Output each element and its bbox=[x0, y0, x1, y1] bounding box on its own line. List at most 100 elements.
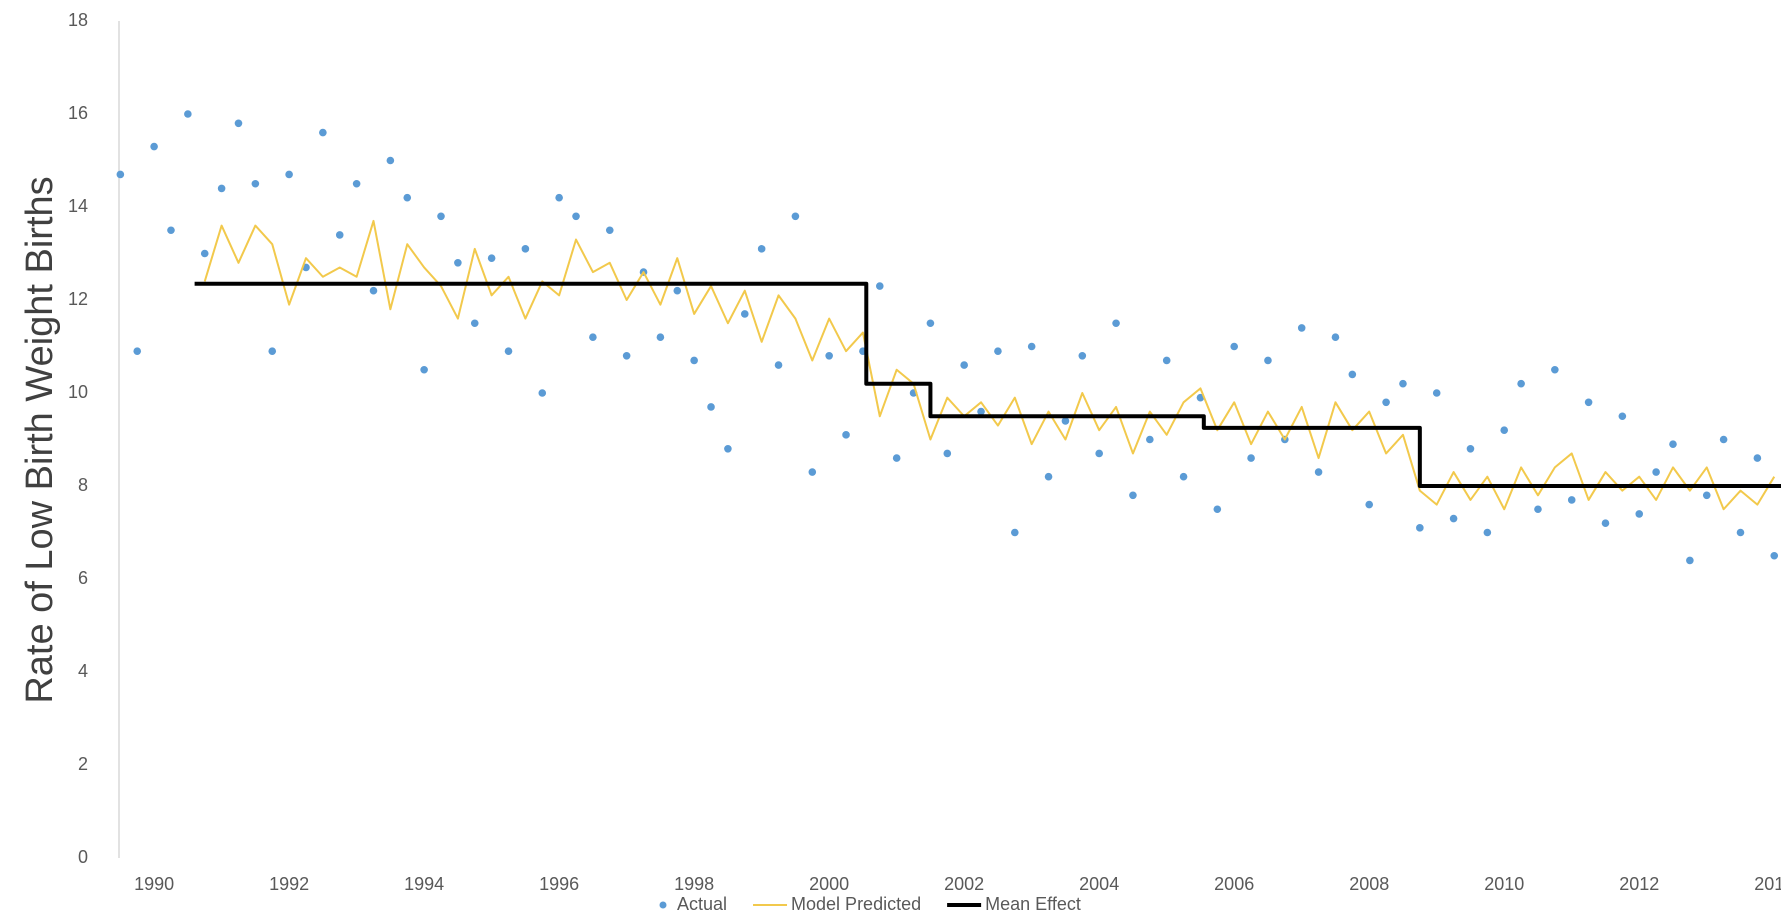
data-point bbox=[1264, 356, 1272, 365]
x-tick-label: 1994 bbox=[404, 874, 444, 894]
data-point bbox=[791, 212, 800, 221]
data-point bbox=[521, 245, 530, 253]
data-point bbox=[943, 449, 952, 458]
y-axis-title: Rate of Low Birth Weight Births bbox=[19, 176, 61, 703]
data-point bbox=[892, 454, 901, 462]
data-point bbox=[1686, 556, 1694, 565]
data-point bbox=[1146, 435, 1154, 444]
data-point bbox=[1095, 449, 1103, 458]
data-point bbox=[1112, 319, 1120, 328]
legend-label: Model Predicted bbox=[791, 894, 921, 914]
data-point bbox=[1770, 551, 1779, 560]
data-point bbox=[1736, 528, 1745, 537]
x-tick-label: 1992 bbox=[269, 874, 309, 894]
data-point bbox=[1416, 524, 1424, 532]
data-point bbox=[133, 347, 142, 355]
data-point bbox=[1753, 454, 1762, 462]
data-point bbox=[386, 156, 395, 165]
data-point bbox=[1129, 491, 1137, 500]
data-point bbox=[1635, 510, 1644, 518]
data-point bbox=[352, 179, 361, 188]
data-point bbox=[1466, 445, 1475, 453]
data-point bbox=[656, 333, 665, 342]
data-point bbox=[1483, 528, 1492, 537]
data-point bbox=[1449, 514, 1458, 523]
y-tick-label: 6 bbox=[78, 568, 88, 588]
series-line bbox=[194, 281, 1781, 488]
data-point bbox=[960, 361, 968, 369]
series-line bbox=[203, 219, 1776, 511]
legend-label: Mean Effect bbox=[985, 894, 1081, 914]
x-tick-label: 2010 bbox=[1484, 874, 1524, 894]
data-point bbox=[1618, 412, 1627, 421]
data-point bbox=[184, 110, 192, 118]
data-point bbox=[1432, 389, 1441, 397]
data-point bbox=[167, 226, 175, 235]
data-point bbox=[200, 249, 209, 258]
data-point bbox=[1331, 333, 1340, 342]
legend-label: Actual bbox=[677, 894, 727, 914]
data-point bbox=[1061, 417, 1070, 425]
data-point bbox=[740, 310, 749, 318]
x-tick-label: 2008 bbox=[1349, 874, 1389, 894]
y-tick-label: 0 bbox=[78, 847, 88, 867]
x-tick-label: 1996 bbox=[539, 874, 579, 894]
data-point bbox=[234, 119, 243, 128]
data-point bbox=[707, 403, 715, 411]
y-tick-label: 4 bbox=[78, 661, 88, 681]
data-point bbox=[1382, 398, 1390, 407]
data-point bbox=[1179, 472, 1188, 481]
data-point bbox=[1078, 352, 1087, 360]
data-point bbox=[285, 170, 293, 179]
data-point bbox=[1719, 435, 1728, 444]
data-point bbox=[1365, 500, 1374, 509]
data-point bbox=[724, 445, 732, 453]
data-point bbox=[1196, 393, 1205, 402]
y-tick-label: 16 bbox=[68, 103, 88, 123]
data-point bbox=[1652, 468, 1660, 476]
data-point bbox=[1027, 342, 1036, 351]
data-point bbox=[1314, 468, 1323, 476]
data-point bbox=[369, 286, 378, 295]
data-point bbox=[757, 245, 766, 253]
y-tick-label: 14 bbox=[68, 196, 88, 216]
data-point bbox=[1297, 324, 1306, 332]
data-point bbox=[875, 282, 884, 290]
data-point bbox=[420, 365, 428, 374]
data-point bbox=[1230, 342, 1239, 351]
data-point bbox=[1669, 440, 1677, 448]
x-tick-label: 2000 bbox=[809, 874, 849, 894]
data-point bbox=[403, 193, 412, 202]
x-tick-label: 2014 bbox=[1754, 874, 1781, 894]
legend-marker bbox=[659, 901, 667, 909]
data-point bbox=[690, 356, 698, 365]
data-point bbox=[1702, 491, 1711, 500]
data-point bbox=[1517, 379, 1525, 388]
data-point bbox=[504, 347, 513, 355]
y-tick-label: 10 bbox=[68, 382, 88, 402]
data-point bbox=[1247, 454, 1255, 462]
data-point bbox=[251, 179, 260, 188]
data-point bbox=[994, 347, 1002, 355]
data-point bbox=[437, 212, 445, 221]
x-tick-label: 2004 bbox=[1079, 874, 1119, 894]
y-tick-label: 2 bbox=[78, 754, 88, 774]
data-point bbox=[1601, 519, 1610, 527]
data-point bbox=[673, 286, 682, 295]
x-tick-label: 1998 bbox=[674, 874, 714, 894]
x-tick-label: 2002 bbox=[944, 874, 984, 894]
data-point bbox=[1500, 426, 1509, 435]
data-point bbox=[808, 468, 817, 476]
x-tick-label: 2006 bbox=[1214, 874, 1254, 894]
data-point bbox=[116, 170, 125, 179]
x-tick-label: 1990 bbox=[134, 874, 174, 894]
data-point bbox=[319, 128, 327, 137]
data-point bbox=[1348, 370, 1357, 379]
data-point bbox=[1213, 505, 1222, 514]
data-point bbox=[605, 226, 614, 235]
data-point bbox=[589, 333, 597, 342]
data-point bbox=[470, 319, 479, 328]
data-point bbox=[572, 212, 580, 221]
